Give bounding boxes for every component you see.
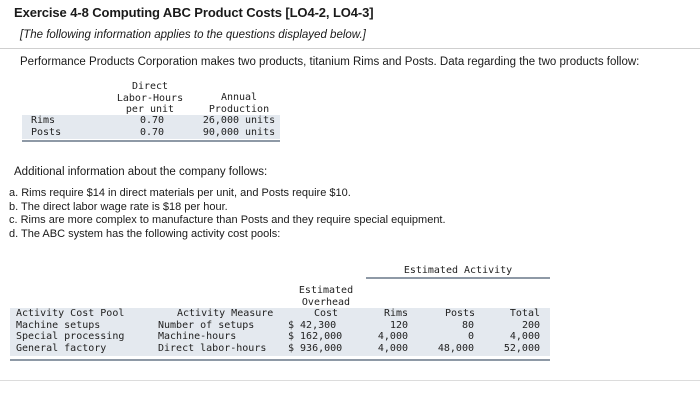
activity-measure-header: Activity Measure [177, 308, 274, 319]
activity-measure: Machine-hours [158, 331, 237, 342]
product-table-bottom-rule [22, 140, 280, 142]
direct-labor-header-line1: Direct [131, 81, 169, 92]
list-item: c. Rims are more complex to manufacture … [9, 214, 446, 226]
product-table-band [22, 115, 280, 139]
activity-table-band [10, 308, 550, 356]
total-activity: 52,000 [503, 342, 540, 354]
activity-pool: Special processing [16, 331, 125, 342]
estimated-activity-rule [366, 277, 550, 279]
estimated-activity-header: Estimated Activity [403, 265, 513, 276]
header-divider [0, 48, 700, 49]
overhead-cost-header-line1: Estimated [298, 285, 354, 296]
activity-measure: Direct labor-hours [158, 342, 267, 354]
overhead-cost: $ 162,000 [288, 331, 343, 342]
exercise-title: Exercise 4-8 Computing ABC Product Costs… [14, 5, 374, 20]
posts-activity: 80 [461, 319, 474, 331]
rims-activity: 4,000 [377, 331, 408, 342]
product-dlh: 0.70 [139, 115, 165, 126]
overhead-cost: $ 42,300 [288, 319, 337, 331]
product-table: Direct Labor-Hours per unit Annual Produ… [22, 79, 280, 144]
product-production: 90,000 units [202, 126, 276, 138]
activity-pool-header: Activity Cost Pool [16, 308, 125, 319]
direct-labor-header: Direct Labor-Hours per unit [114, 81, 186, 116]
annual-production-header-line1: Annual [220, 92, 258, 103]
rims-header: Rims [383, 308, 409, 319]
product-name: Rims [31, 115, 56, 126]
annual-production-header: Annual Production [200, 92, 278, 115]
activity-measure: Number of setups [158, 319, 255, 331]
posts-activity: 48,000 [437, 342, 474, 354]
direct-labor-header-line3: per unit [125, 104, 175, 115]
total-header: Total [509, 308, 540, 319]
additional-info-heading: Additional information about the company… [14, 166, 268, 178]
product-dlh: 0.70 [139, 126, 165, 138]
list-item: b. The direct labor wage rate is $18 per… [9, 200, 228, 213]
activity-pool: General factory [16, 342, 107, 354]
total-activity: 200 [521, 319, 540, 331]
overhead-cost-header: Estimated Overhead Cost [296, 285, 356, 320]
posts-activity: 0 [467, 331, 474, 342]
rims-activity: 4,000 [377, 342, 408, 354]
overhead-cost: $ 936,000 [288, 342, 343, 354]
activity-table-bottom-rule [10, 359, 550, 361]
annual-production-header-line2: Production [208, 103, 270, 115]
product-name: Posts [31, 126, 62, 138]
footer-divider [0, 380, 700, 381]
exercise-subtitle: [The following information applies to th… [20, 29, 366, 41]
overhead-cost-header-line2: Overhead [301, 296, 351, 308]
list-item: a. Rims require $14 in direct materials … [9, 187, 351, 199]
activity-table: Estimated Activity Estimated Overhead Co… [10, 265, 550, 368]
intro-text: Performance Products Corporation makes t… [20, 56, 640, 68]
product-production: 26,000 units [202, 115, 276, 126]
additional-info-list: a. Rims require $14 in direct materials … [9, 187, 446, 241]
direct-labor-header-line2: Labor-Hours [116, 92, 184, 104]
rims-activity: 120 [389, 319, 408, 331]
posts-header: Posts [444, 308, 476, 319]
activity-pool: Machine setups [16, 319, 101, 331]
total-activity: 4,000 [509, 331, 540, 342]
list-item: d. The ABC system has the following acti… [9, 227, 281, 240]
overhead-cost-header-line3: Cost [313, 308, 339, 319]
